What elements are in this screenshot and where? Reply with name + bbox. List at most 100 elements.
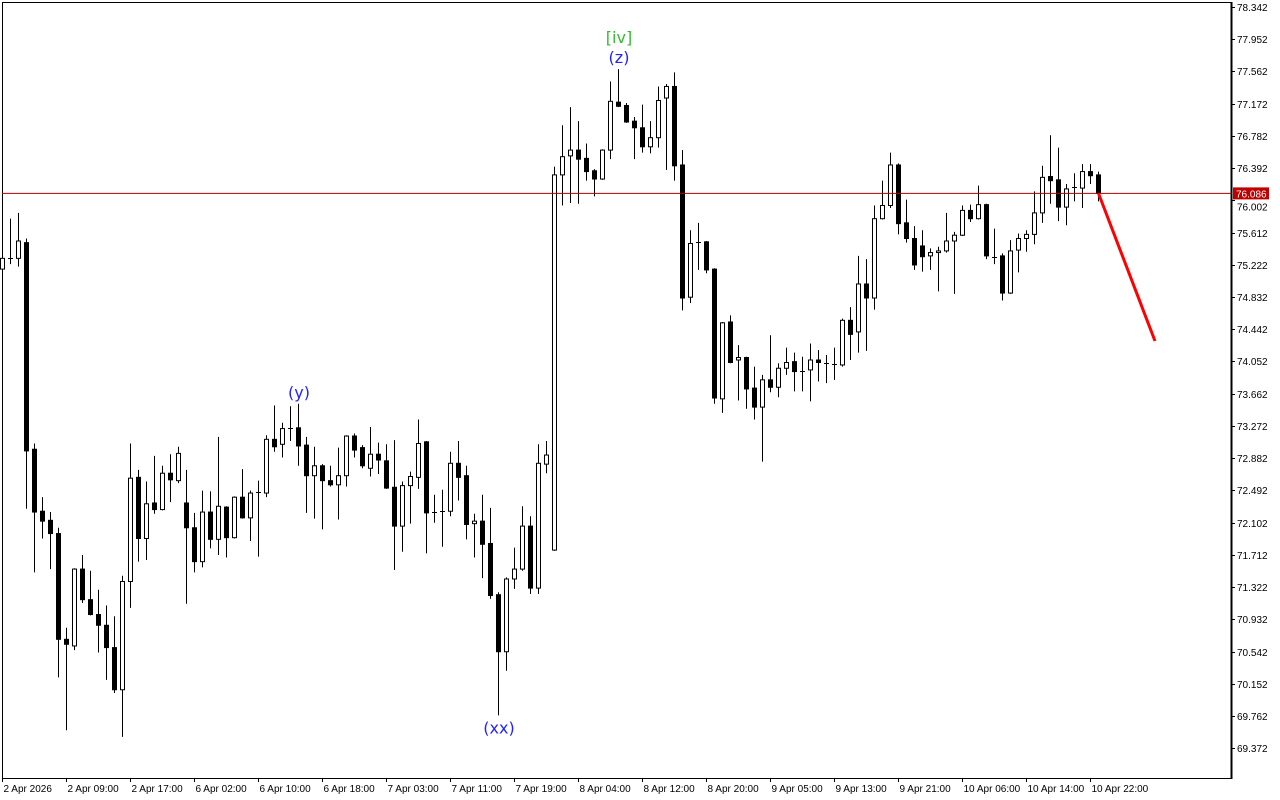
candle bbox=[768, 335, 773, 393]
candle bbox=[920, 230, 925, 272]
y-tick-label: 69.762 bbox=[1237, 712, 1268, 723]
candle-body-bear bbox=[848, 319, 853, 335]
candle-body-bear bbox=[40, 510, 45, 522]
candle-body-bull bbox=[776, 367, 781, 388]
candle bbox=[344, 435, 349, 487]
candle bbox=[448, 451, 453, 517]
candle-body-bull bbox=[664, 85, 669, 99]
candle-body-bear bbox=[184, 502, 189, 529]
candle bbox=[296, 403, 301, 466]
y-tick-label: 76.782 bbox=[1237, 132, 1268, 143]
candle bbox=[720, 321, 725, 413]
candle-body-bear bbox=[912, 238, 917, 266]
candle bbox=[608, 81, 613, 160]
candle-body-bear bbox=[864, 283, 869, 299]
candle-body-bear bbox=[968, 209, 973, 220]
candle-body-bull bbox=[512, 568, 517, 580]
candle-body-bull bbox=[416, 442, 421, 478]
candle-body-bear bbox=[80, 568, 85, 601]
candle-body-bull bbox=[536, 462, 541, 589]
candle bbox=[904, 199, 909, 243]
candle-body-bull bbox=[552, 174, 557, 551]
candle bbox=[176, 446, 181, 484]
candle-body-bear bbox=[360, 447, 365, 467]
candle bbox=[856, 255, 861, 353]
candle bbox=[728, 315, 733, 364]
price-axis[interactable]: 78.342 77.952 77.562 77.172 76.782 76.392 76.0… bbox=[1231, 3, 1269, 755]
candle bbox=[120, 575, 125, 737]
candle bbox=[24, 238, 29, 509]
candle-body-bear bbox=[304, 444, 309, 477]
candle bbox=[272, 405, 277, 452]
candle-body-bull bbox=[200, 511, 205, 563]
candle bbox=[480, 494, 485, 579]
candle-body-bull bbox=[736, 357, 741, 361]
candle-body-bull bbox=[264, 438, 269, 494]
candle bbox=[536, 444, 541, 594]
candle-body-bull bbox=[1080, 171, 1085, 189]
candle-body-bull bbox=[1008, 250, 1013, 294]
candles bbox=[0, 69, 1101, 737]
candle-body-bull bbox=[944, 240, 949, 252]
candle bbox=[16, 212, 21, 267]
candle-body-bull bbox=[880, 204, 885, 220]
candle bbox=[664, 83, 669, 170]
candle bbox=[472, 513, 477, 558]
candle-body-bear bbox=[680, 164, 685, 299]
candle-body-bull bbox=[1040, 176, 1045, 214]
candle bbox=[832, 347, 837, 380]
candle bbox=[672, 72, 677, 181]
candle bbox=[584, 143, 589, 181]
candle-body-bear bbox=[136, 476, 141, 540]
candle bbox=[56, 527, 61, 678]
x-tick-label: 9 Apr 21:00 bbox=[900, 784, 952, 795]
candle-body-bull bbox=[688, 242, 693, 298]
candle-body-bull bbox=[344, 435, 349, 477]
candle-body-bull bbox=[928, 252, 933, 257]
y-tick-label: 78.342 bbox=[1237, 3, 1268, 14]
candle-body-bear bbox=[1048, 176, 1053, 182]
candle bbox=[488, 507, 493, 599]
y-tick-label: 76.002 bbox=[1237, 202, 1268, 213]
candle bbox=[1008, 240, 1013, 294]
current-price-badge bbox=[1233, 187, 1269, 200]
overlays: [iv](z) (y) (xx) bbox=[2, 28, 1231, 737]
candle bbox=[256, 480, 261, 557]
y-tick-label: 76.392 bbox=[1237, 164, 1268, 175]
candle bbox=[1024, 230, 1029, 252]
x-tick-label: 9 Apr 13:00 bbox=[836, 784, 888, 795]
candle bbox=[552, 166, 557, 551]
candle bbox=[136, 469, 141, 562]
candle-body-bear bbox=[352, 435, 357, 451]
candle-body-bear bbox=[744, 357, 749, 390]
candle-body-bull bbox=[1016, 238, 1021, 251]
candle-body-bear bbox=[240, 496, 245, 519]
candle bbox=[80, 555, 85, 603]
candle-body-bull bbox=[16, 240, 21, 259]
candle bbox=[600, 149, 605, 180]
candle-body-bull bbox=[72, 568, 77, 647]
candle bbox=[648, 121, 653, 154]
candle bbox=[616, 69, 621, 108]
candle-body-bull bbox=[0, 257, 5, 270]
candle bbox=[928, 248, 933, 270]
candle-body-bull bbox=[312, 465, 317, 477]
candle bbox=[976, 185, 981, 220]
candle bbox=[888, 152, 893, 208]
candle-body-bull bbox=[568, 149, 573, 157]
candle bbox=[424, 440, 429, 554]
candle bbox=[512, 547, 517, 589]
wave-label: [iv] bbox=[606, 28, 632, 47]
candle-body-bear bbox=[816, 359, 821, 363]
candle-body-bear bbox=[424, 441, 429, 514]
candle bbox=[72, 568, 77, 651]
candle bbox=[1072, 173, 1077, 202]
candle bbox=[880, 180, 885, 220]
candle-body-bull bbox=[1032, 212, 1037, 235]
candle bbox=[416, 419, 421, 489]
candle bbox=[152, 455, 157, 514]
y-tick-label: 73.272 bbox=[1237, 422, 1268, 433]
time-axis[interactable]: 2 Apr 2026 2 Apr 09:00 2 Apr 17:00 6 Apr 02… bbox=[2, 778, 1149, 795]
candle-body-bear bbox=[64, 638, 69, 645]
